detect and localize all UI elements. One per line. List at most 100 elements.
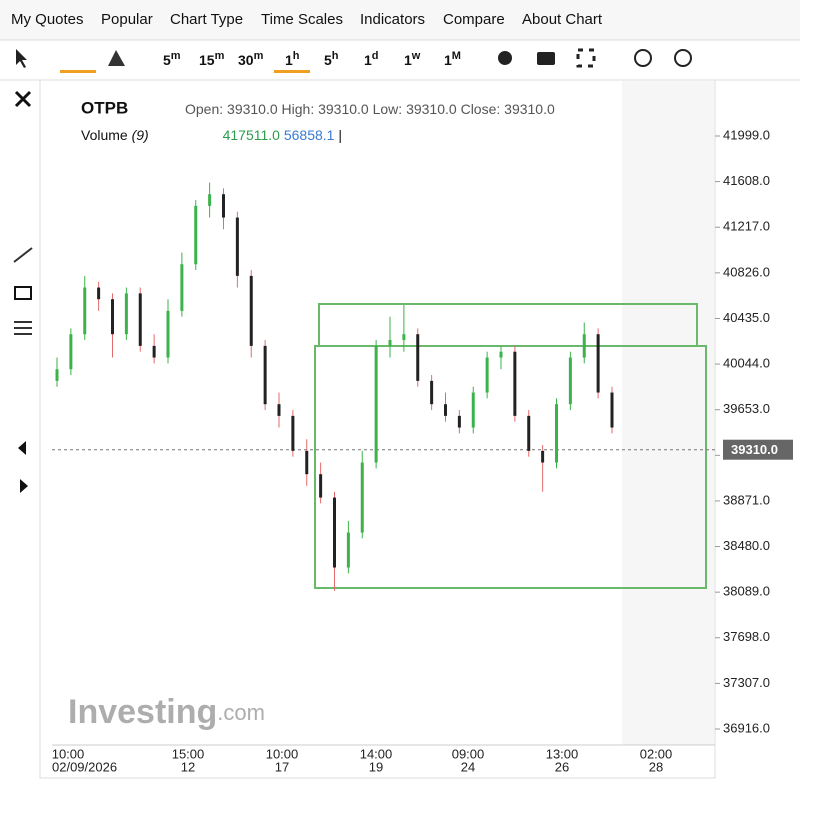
x-time-label: 10:00 xyxy=(52,746,85,761)
camera-icon[interactable] xyxy=(537,52,555,65)
candle-body xyxy=(111,299,114,335)
x-time-label: 14:00 xyxy=(360,746,393,761)
toolbar xyxy=(16,48,692,73)
timescale-button[interactable]: 1w xyxy=(404,50,421,68)
candle-body xyxy=(180,264,184,311)
candle-body xyxy=(374,345,378,463)
volume-param: (9) xyxy=(132,127,153,143)
y-tick-label: 41608.0 xyxy=(723,173,770,188)
candle-body xyxy=(138,293,142,346)
candle-body xyxy=(319,474,323,498)
x-date-label: 28 xyxy=(649,759,663,774)
timescale-unit: m xyxy=(254,50,264,62)
candle-body xyxy=(471,392,475,428)
drawn-rectangle[interactable] xyxy=(318,303,698,347)
candle-body xyxy=(555,404,558,463)
x-date-label: 19 xyxy=(369,759,383,774)
timescale-number: 1 xyxy=(285,52,293,68)
legend-label: Open: xyxy=(185,101,227,117)
menu-item[interactable]: Popular xyxy=(101,11,153,28)
watermark-brand: Investing xyxy=(68,693,217,731)
candle-body xyxy=(166,310,170,358)
timescale-button[interactable]: 5m xyxy=(163,50,181,68)
y-tick-label: 40826.0 xyxy=(723,264,770,279)
scroll-right[interactable] xyxy=(20,479,28,493)
timescale-button[interactable]: 1d xyxy=(364,50,379,68)
fib-tool[interactable] xyxy=(14,321,32,335)
x-time-label: 09:00 xyxy=(452,746,485,761)
menu-item[interactable]: Compare xyxy=(443,11,505,28)
timescale-number: 1 xyxy=(444,52,452,68)
y-tick-label: 40435.0 xyxy=(723,310,770,325)
menu-item[interactable]: Time Scales xyxy=(261,11,343,28)
x-date-label: 12 xyxy=(181,759,195,774)
watermark-suffix: .com xyxy=(217,700,265,725)
close-icon[interactable] xyxy=(14,90,32,108)
fullscreen-icon[interactable] xyxy=(576,48,596,68)
menu-item[interactable]: About Chart xyxy=(522,11,603,28)
candle-body xyxy=(346,532,350,568)
timescale-number: 5 xyxy=(324,52,332,68)
download-icon[interactable] xyxy=(634,49,652,67)
legend-label: High: xyxy=(282,101,319,117)
candle-body xyxy=(568,357,572,405)
area-icon[interactable] xyxy=(108,50,125,66)
x-time-label: 02:00 xyxy=(640,746,673,761)
menu-item[interactable]: Chart Type xyxy=(170,11,243,28)
menu-item[interactable]: Indicators xyxy=(360,11,425,28)
candle-body xyxy=(249,275,253,346)
timescale-unit: h xyxy=(293,50,300,62)
timescale-unit: w xyxy=(411,50,421,62)
candle-body xyxy=(97,287,101,300)
candle-body xyxy=(513,351,517,416)
menu-bar xyxy=(0,0,800,40)
settings-icon[interactable] xyxy=(498,51,512,65)
y-tick-label: 41217.0 xyxy=(723,219,770,234)
x-time-label: 13:00 xyxy=(546,746,579,761)
rect-tool[interactable] xyxy=(14,286,32,300)
candle-body xyxy=(416,334,420,381)
candle-body xyxy=(457,415,461,428)
candle-body xyxy=(485,357,489,393)
candle-body xyxy=(152,345,156,358)
candle-body xyxy=(277,404,281,416)
timescale-unit: m xyxy=(215,50,225,62)
candle-body xyxy=(360,462,364,533)
volume-value2: 56858.1 xyxy=(284,127,339,143)
y-tick-label: 36916.0 xyxy=(723,720,770,735)
cursor-icon[interactable] xyxy=(16,49,27,68)
candle-body xyxy=(333,497,336,568)
volume-sep: | xyxy=(338,127,342,143)
active-indicator xyxy=(274,70,310,73)
timescale-unit: h xyxy=(332,50,339,62)
x-time-label: 10:00 xyxy=(266,746,299,761)
candle-body xyxy=(541,450,545,463)
timescale-button[interactable]: 1h xyxy=(285,50,300,68)
candle-body xyxy=(388,340,392,346)
upload-icon[interactable] xyxy=(674,49,692,67)
candle-body xyxy=(305,450,309,475)
line-tool[interactable] xyxy=(13,247,33,263)
timescale-button[interactable]: 30m xyxy=(238,50,264,68)
y-tick-label: 40044.0 xyxy=(723,356,770,371)
timescale-unit: M xyxy=(452,50,461,62)
candle-body xyxy=(596,334,600,393)
candle-body xyxy=(222,194,225,218)
candle-body xyxy=(83,287,87,335)
timescale-button[interactable]: 1M xyxy=(444,50,461,68)
timescale-button[interactable]: 15m xyxy=(199,50,225,68)
timescale-number: 1 xyxy=(364,52,372,68)
legend-label: Close: xyxy=(461,101,505,117)
candle-body xyxy=(208,194,212,206)
legend-value: 39310.0 xyxy=(406,101,461,117)
menu-item[interactable]: My Quotes xyxy=(11,11,84,28)
candle-body xyxy=(263,345,267,405)
current-price-box xyxy=(723,439,793,460)
scroll-left[interactable] xyxy=(18,441,26,455)
candle-body xyxy=(610,392,614,428)
timescale-button[interactable]: 5h xyxy=(324,50,339,68)
timescale-number: 1 xyxy=(404,52,412,68)
side-toolbar xyxy=(13,90,33,493)
legend-value: 39310.0 xyxy=(504,101,555,117)
ohlc-legend: Open: 39310.0 High: 39310.0 Low: 39310.0… xyxy=(185,101,555,117)
